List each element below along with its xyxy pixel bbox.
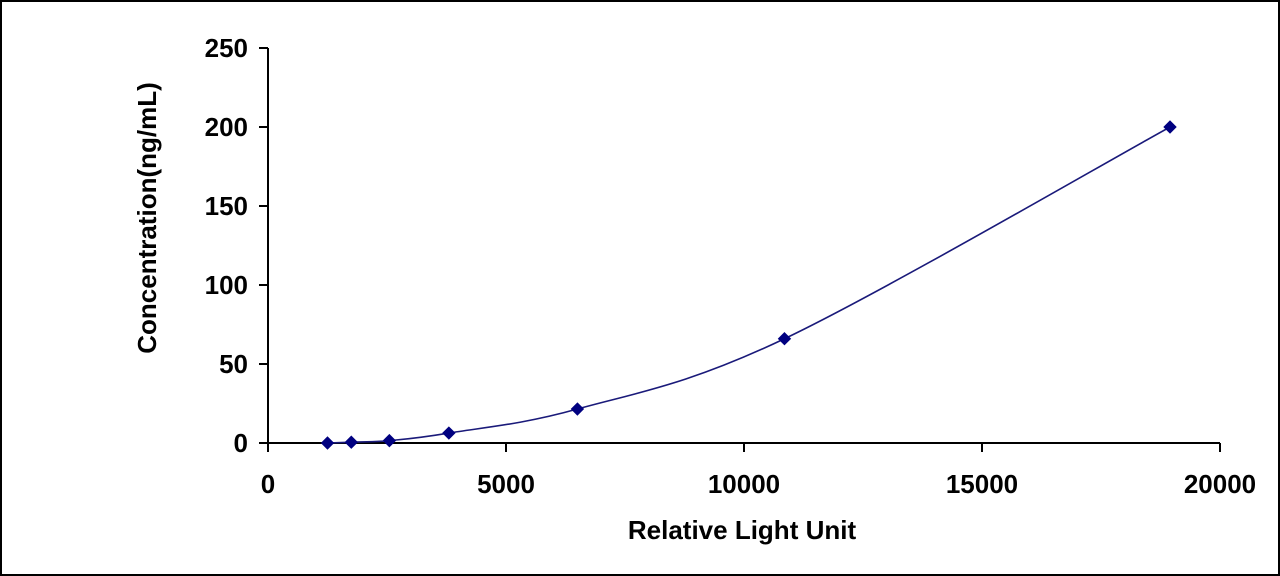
axes (267, 48, 1220, 444)
x-tick-label: 10000 (708, 469, 780, 499)
y-tick-label: 100 (205, 270, 248, 300)
x-ticks: 0 5000 10000 15000 20000 (261, 443, 1256, 499)
y-tick-label: 50 (219, 349, 248, 379)
y-tick-label: 200 (205, 112, 248, 142)
y-tick-label: 250 (205, 33, 248, 63)
x-tick-label: 20000 (1184, 469, 1256, 499)
data-point (570, 402, 585, 416)
x-tick-label: 5000 (477, 469, 535, 499)
y-axis-label: Concentration(ng/mL) (132, 82, 162, 354)
x-tick-label: 0 (261, 469, 275, 499)
x-axis-label: Relative Light Unit (628, 515, 857, 545)
data-point (442, 426, 456, 440)
fitted-curve (327, 126, 1171, 444)
data-point (777, 332, 792, 346)
data-point (320, 436, 335, 450)
data-point (382, 433, 397, 448)
x-tick-label: 15000 (946, 469, 1018, 499)
data-point (1163, 120, 1177, 134)
y-tick-label: 0 (234, 428, 248, 458)
data-point (344, 435, 359, 449)
data-points (320, 120, 1177, 450)
y-tick-label: 150 (205, 191, 248, 221)
y-ticks: 0 50 100 150 200 250 (205, 33, 268, 458)
